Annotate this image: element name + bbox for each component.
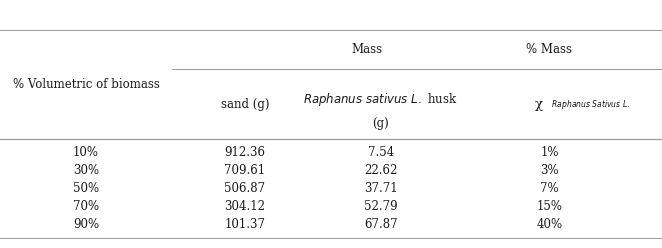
Text: 70%: 70% bbox=[73, 200, 99, 213]
Text: χ: χ bbox=[535, 98, 543, 111]
Text: (g): (g) bbox=[372, 118, 389, 130]
Text: 1%: 1% bbox=[540, 146, 559, 159]
Text: 506.87: 506.87 bbox=[224, 182, 265, 195]
Text: 7.54: 7.54 bbox=[367, 146, 394, 159]
Text: 304.12: 304.12 bbox=[224, 200, 265, 213]
Text: 90%: 90% bbox=[73, 218, 99, 231]
Text: 30%: 30% bbox=[73, 164, 99, 177]
Text: 37.71: 37.71 bbox=[364, 182, 397, 195]
Text: Mass: Mass bbox=[352, 43, 383, 56]
Text: 15%: 15% bbox=[536, 200, 563, 213]
Text: $\it{Raphanus\ sativus\ L.}$ husk: $\it{Raphanus\ sativus\ L.}$ husk bbox=[303, 91, 458, 108]
Text: 912.36: 912.36 bbox=[224, 146, 265, 159]
Text: 40%: 40% bbox=[536, 218, 563, 231]
Text: 3%: 3% bbox=[540, 164, 559, 177]
Text: % Volumetric of biomass: % Volumetric of biomass bbox=[13, 78, 160, 91]
Text: 22.62: 22.62 bbox=[364, 164, 397, 177]
Text: 67.87: 67.87 bbox=[364, 218, 397, 231]
Text: 50%: 50% bbox=[73, 182, 99, 195]
Text: % Mass: % Mass bbox=[526, 43, 573, 56]
Text: 10%: 10% bbox=[73, 146, 99, 159]
Text: 7%: 7% bbox=[540, 182, 559, 195]
Text: 709.61: 709.61 bbox=[224, 164, 265, 177]
Text: $\it{Raphanus\ Sativus\ L.}$: $\it{Raphanus\ Sativus\ L.}$ bbox=[549, 98, 631, 111]
Text: 101.37: 101.37 bbox=[224, 218, 265, 231]
Text: sand (g): sand (g) bbox=[220, 98, 269, 111]
Text: 52.79: 52.79 bbox=[364, 200, 397, 213]
